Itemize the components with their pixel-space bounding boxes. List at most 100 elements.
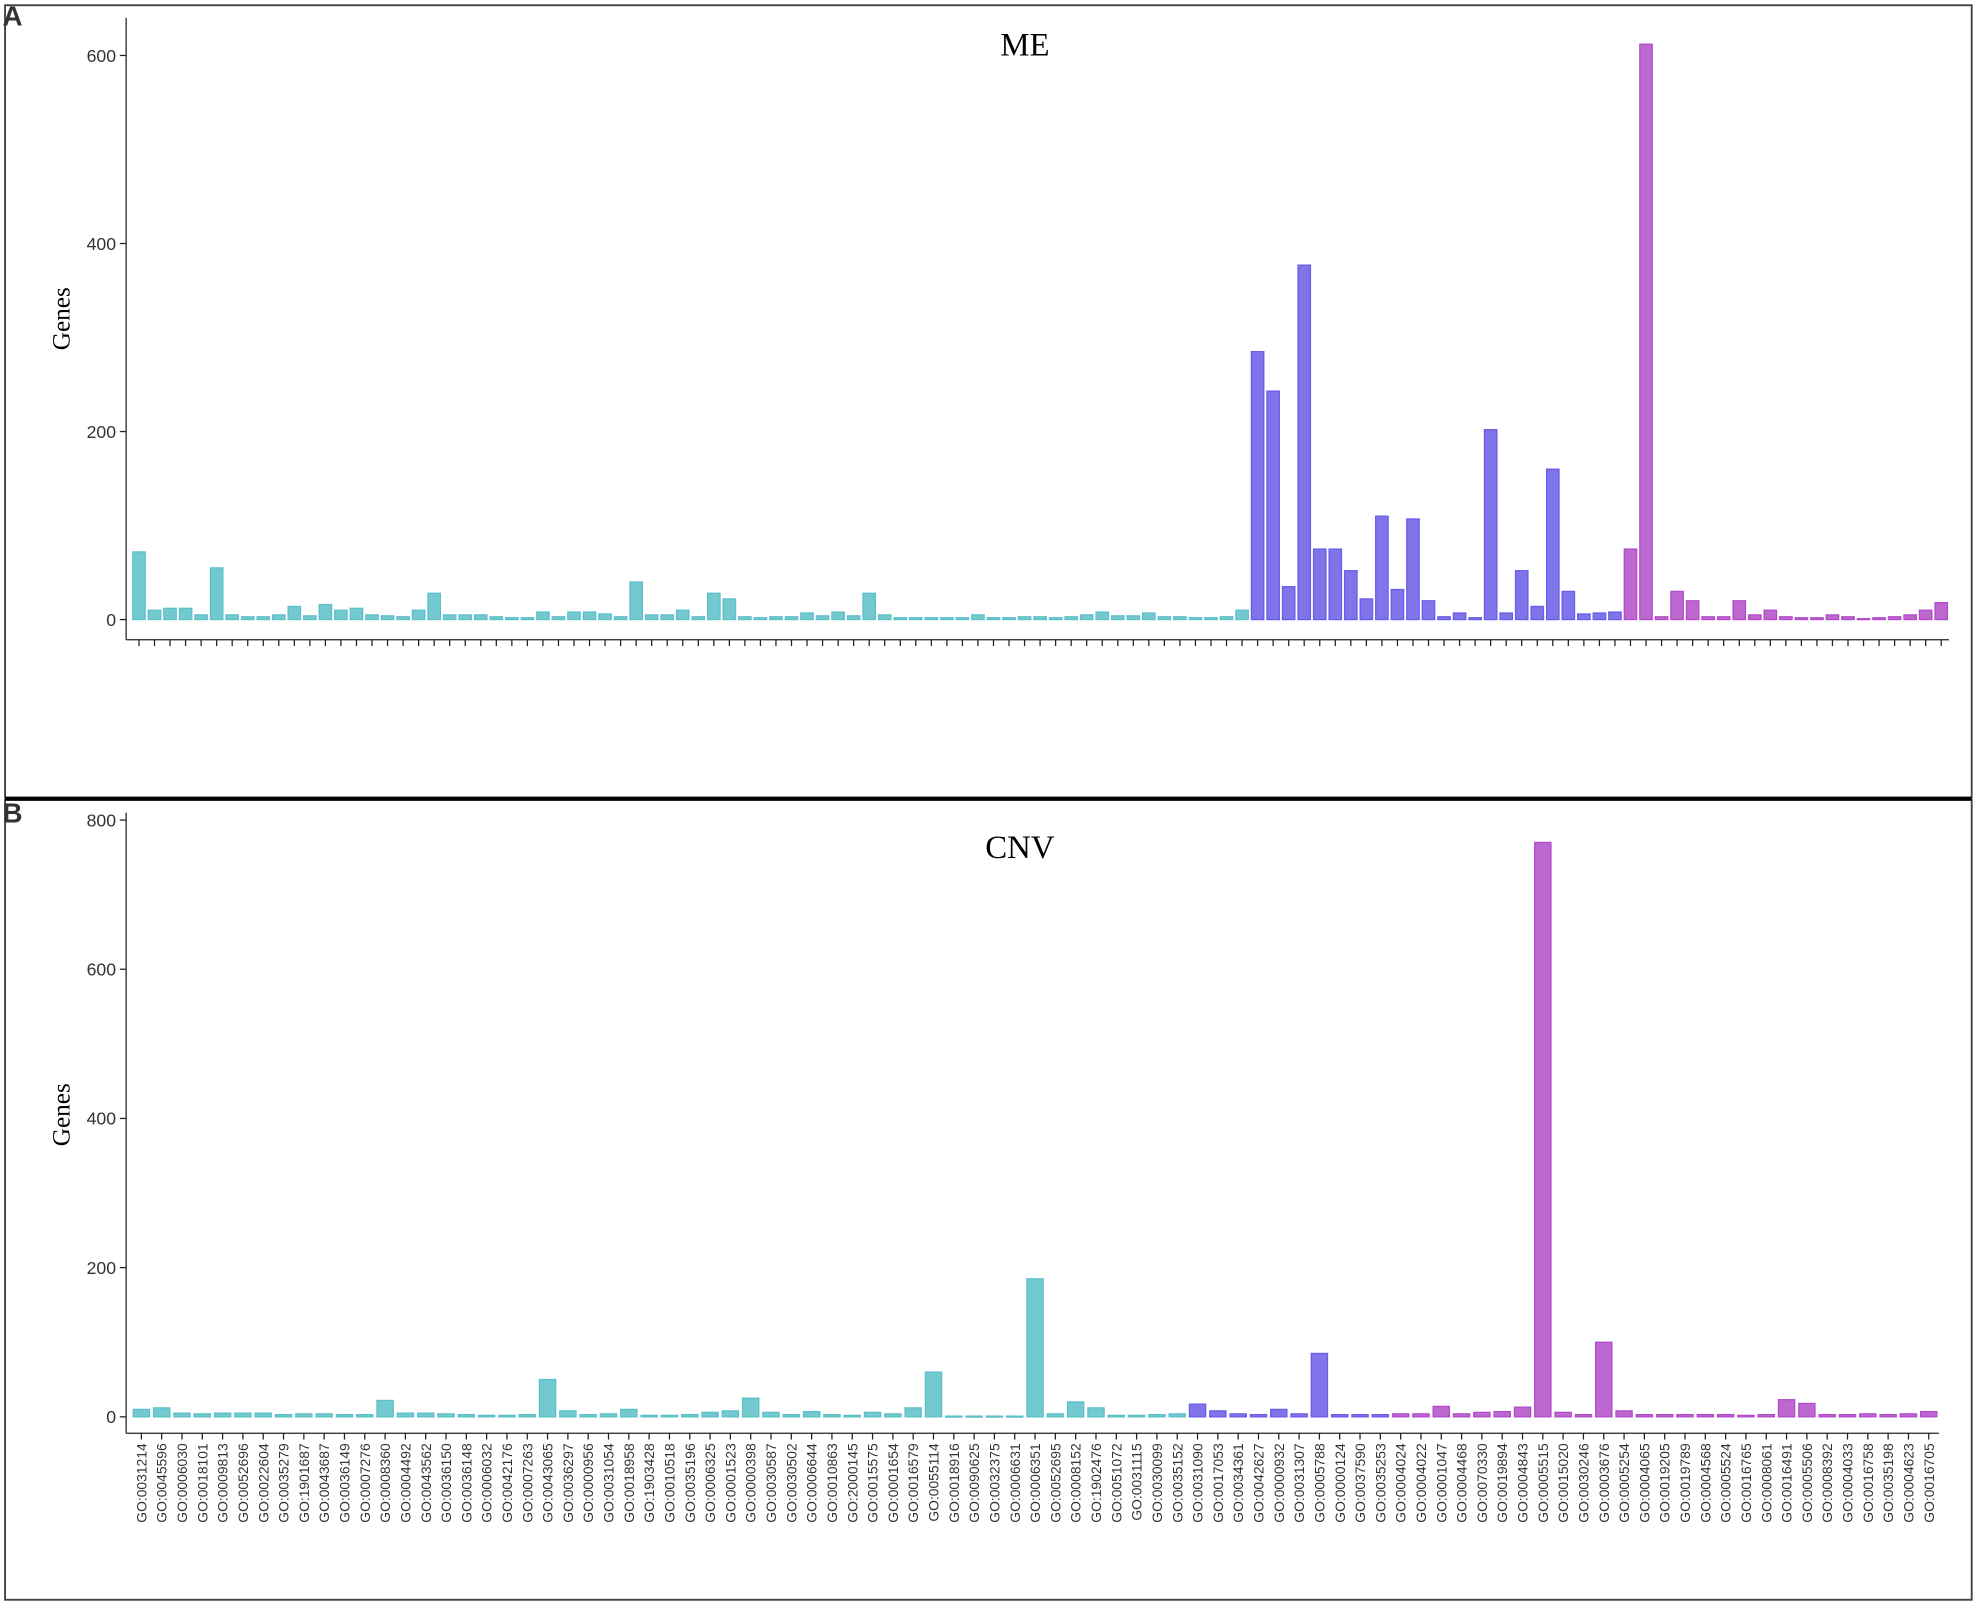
bar xyxy=(579,1413,597,1418)
bar xyxy=(1818,1413,1836,1418)
bar xyxy=(1838,1413,1857,1418)
bar xyxy=(893,617,908,621)
x-tick-label: GO:0035279 xyxy=(276,1443,292,1523)
bar xyxy=(1359,598,1374,621)
bar xyxy=(1685,600,1700,621)
bar xyxy=(1343,570,1358,621)
bar xyxy=(1514,570,1529,621)
bar xyxy=(965,1415,983,1418)
bar xyxy=(1623,548,1638,621)
bar xyxy=(1810,617,1824,621)
bar xyxy=(800,612,814,621)
x-tick-label: GO:0036297 xyxy=(560,1443,576,1523)
x-tick-label: GO:0006644 xyxy=(804,1443,820,1523)
chart-title: ME xyxy=(1000,28,1049,64)
bar xyxy=(1107,1414,1126,1418)
x-tick-label: GO:0010518 xyxy=(661,1443,677,1523)
bar xyxy=(1229,1413,1247,1418)
bar xyxy=(846,615,861,621)
bar xyxy=(1452,612,1467,621)
bar xyxy=(1899,1413,1918,1418)
bar xyxy=(940,617,954,621)
bar xyxy=(1017,616,1032,621)
y-axis-label: Genes xyxy=(48,287,75,350)
bar xyxy=(1173,616,1187,621)
x-tick-label: GO:0006351 xyxy=(1027,1443,1043,1523)
bar xyxy=(1249,1413,1268,1418)
y-tick-label: 200 xyxy=(87,1258,117,1278)
bar xyxy=(376,1399,394,1418)
panel-label: B xyxy=(3,798,23,829)
bar xyxy=(1934,602,1949,621)
bar xyxy=(271,614,286,621)
x-tick-label: GO:0003676 xyxy=(1596,1443,1612,1523)
bar xyxy=(1655,1413,1674,1418)
bar xyxy=(955,617,970,621)
bar xyxy=(741,1397,760,1418)
bar xyxy=(753,617,768,621)
bar xyxy=(1452,1413,1471,1418)
bar xyxy=(675,609,690,621)
bar xyxy=(1406,518,1420,621)
x-tick-label: GO:0004065 xyxy=(1636,1443,1652,1523)
bar xyxy=(1499,612,1514,621)
x-tick-label: GO:0036148 xyxy=(458,1443,474,1523)
x-tick-label: GO:0031214 xyxy=(133,1443,149,1523)
bar xyxy=(411,609,426,621)
x-tick-label: GO:0016758 xyxy=(1860,1443,1876,1523)
bar xyxy=(1219,616,1234,621)
bar xyxy=(904,1407,922,1418)
bar xyxy=(908,617,923,621)
bar xyxy=(1330,1413,1349,1418)
panel-label: A xyxy=(3,0,23,31)
bar xyxy=(380,615,395,621)
x-tick-label: GO:0001523 xyxy=(722,1443,738,1523)
bar xyxy=(1048,617,1063,621)
bar xyxy=(457,1413,476,1418)
x-tick-label: GO:0052695 xyxy=(1047,1443,1063,1523)
bar xyxy=(802,1410,821,1418)
bar xyxy=(1676,1413,1694,1418)
bar xyxy=(335,1413,354,1418)
bar xyxy=(458,614,473,621)
x-tick-label: GO:0030502 xyxy=(783,1443,799,1523)
bar xyxy=(1701,616,1716,621)
bar xyxy=(1033,616,1047,621)
bar xyxy=(567,611,581,621)
x-tick-label: GO:0004492 xyxy=(397,1443,413,1523)
x-tick-label: GO:0015575 xyxy=(865,1443,881,1523)
bar xyxy=(1615,1410,1633,1418)
x-tick-label: GO:0008152 xyxy=(1068,1443,1084,1523)
bar xyxy=(986,617,1001,621)
x-tick-label: GO:0035196 xyxy=(682,1443,698,1523)
bar xyxy=(1872,617,1886,621)
x-tick-label: GO:0031054 xyxy=(601,1443,617,1523)
bar xyxy=(924,1371,943,1418)
bar xyxy=(1879,1413,1897,1418)
bar xyxy=(1328,548,1343,621)
panel-frame xyxy=(4,4,1973,799)
x-tick-label: GO:0042176 xyxy=(499,1443,515,1523)
bar xyxy=(1545,468,1560,621)
bar xyxy=(1595,1341,1613,1418)
bar xyxy=(762,1411,780,1418)
bar xyxy=(629,581,643,621)
bar xyxy=(152,1407,171,1418)
bar xyxy=(536,611,550,621)
y-axis-label: Genes xyxy=(48,1083,75,1146)
x-tick-label: GO:0006030 xyxy=(174,1443,190,1523)
bar xyxy=(1732,600,1747,621)
x-tick-label: GO:0036150 xyxy=(438,1443,454,1523)
bar xyxy=(582,611,597,621)
bar xyxy=(1696,1413,1715,1418)
bar xyxy=(598,613,612,621)
y-tick-label: 400 xyxy=(87,234,117,254)
x-tick-label: GO:0019894 xyxy=(1494,1443,1510,1523)
bar xyxy=(295,1413,313,1418)
bar xyxy=(782,1413,801,1418)
bar xyxy=(924,617,939,621)
bar xyxy=(518,1413,537,1418)
bar xyxy=(489,616,504,621)
bar xyxy=(1493,1410,1511,1418)
bar xyxy=(504,617,519,621)
